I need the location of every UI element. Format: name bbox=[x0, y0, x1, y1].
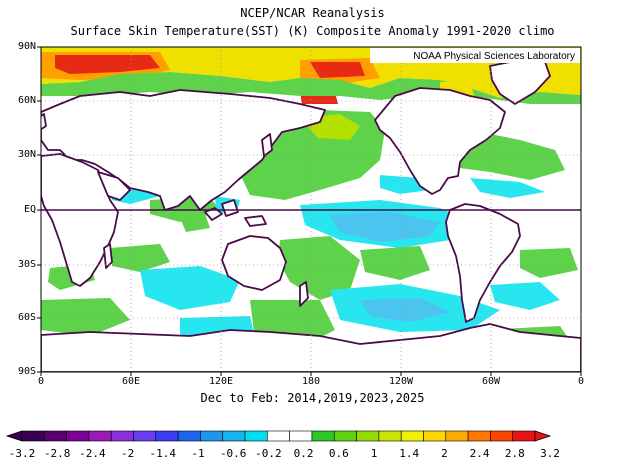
colorbar-swatch bbox=[21, 430, 45, 442]
lat-label-90s: 90S bbox=[17, 366, 36, 377]
colorbar-label: -2.8 bbox=[43, 447, 71, 460]
colorbar-label: 2 bbox=[441, 447, 448, 460]
lat-label-60n: 60N bbox=[17, 95, 36, 106]
north-america bbox=[374, 87, 506, 195]
figure-title: NCEP/NCAR Reanalysis bbox=[240, 6, 385, 20]
colorbar-swatch bbox=[155, 430, 179, 442]
colorbar-swatch bbox=[378, 430, 402, 442]
figure-subtitle: Surface Skin Temperature(SST) (K) Compos… bbox=[70, 24, 555, 38]
colorbar-label: -0.6 bbox=[219, 447, 247, 460]
colorbar-arrow-left bbox=[5, 430, 23, 442]
south-indian-cyan bbox=[140, 266, 240, 310]
colorbar-swatch bbox=[222, 430, 246, 442]
lon-label-0: 0 bbox=[37, 376, 45, 387]
period-label: Dec to Feb: 2014,2019,2023,2025 bbox=[200, 391, 425, 405]
colorbar-swatch bbox=[110, 430, 134, 442]
indian-green-south bbox=[180, 214, 210, 232]
colorbar-swatch bbox=[267, 430, 290, 442]
subtrop-atlantic-cyan bbox=[470, 178, 545, 198]
colorbar-swatch bbox=[244, 430, 268, 442]
madagascar bbox=[103, 243, 113, 269]
arabia bbox=[97, 171, 131, 201]
lon-label-120w: 120W bbox=[388, 376, 414, 387]
credit-box bbox=[370, 48, 580, 63]
colorbar-label: 0.6 bbox=[328, 447, 349, 460]
colorbar-label: -1.4 bbox=[149, 447, 177, 460]
lat-label-60s: 60S bbox=[17, 312, 36, 323]
new-guinea bbox=[244, 215, 267, 227]
south-atlantic-cyan bbox=[490, 282, 560, 310]
credit-text: NOAA Physical Sciences Laboratory bbox=[413, 51, 575, 62]
africa bbox=[41, 153, 119, 287]
colorbar-swatch bbox=[445, 430, 469, 442]
colorbar-arrow-right bbox=[534, 430, 552, 442]
colorbar-swatch bbox=[200, 430, 224, 442]
arctic-red-east bbox=[310, 62, 365, 78]
colorbar-label: -3.2 bbox=[8, 447, 36, 460]
colorbar-swatch bbox=[356, 430, 380, 442]
lon-label-120e: 120E bbox=[208, 376, 234, 387]
colorbar-swatch bbox=[44, 430, 67, 442]
colorbar-swatch bbox=[88, 430, 112, 442]
south-pacific-cyan-core bbox=[360, 298, 450, 322]
tick-marks bbox=[37, 46, 582, 376]
colorbar-swatch bbox=[289, 430, 313, 442]
colorbar-swatch bbox=[333, 430, 357, 442]
new-zealand bbox=[299, 281, 309, 307]
lat-label-eq: EQ bbox=[23, 204, 36, 215]
colorbar-swatch bbox=[311, 430, 335, 442]
colorbar-swatch bbox=[66, 430, 90, 442]
south-america bbox=[445, 203, 521, 323]
colorbar-label: 1 bbox=[370, 447, 378, 460]
colorbar-label: 2.4 bbox=[469, 447, 490, 460]
south-pacific-green bbox=[278, 236, 360, 300]
southern-ocean-green-west bbox=[41, 298, 130, 336]
japan bbox=[261, 133, 273, 157]
equatorial-pacific-core bbox=[330, 212, 440, 242]
lon-label-0-east: 0 bbox=[577, 376, 585, 387]
colorbar-swatch bbox=[512, 430, 536, 442]
colorbar-swatch bbox=[467, 430, 491, 442]
colorbar-label: -2.4 bbox=[79, 447, 106, 460]
south-pacific-green-2 bbox=[360, 246, 430, 280]
lon-label-180: 180 bbox=[301, 376, 321, 387]
uk bbox=[41, 113, 47, 131]
south-atlantic-green bbox=[520, 248, 578, 278]
colorbar-swatch bbox=[490, 430, 513, 442]
colorbar-swatch bbox=[133, 430, 157, 442]
lon-label-60e: 60E bbox=[121, 376, 141, 387]
colorbar-swatch bbox=[177, 430, 201, 442]
arctic-red-west bbox=[55, 55, 160, 74]
borneo bbox=[221, 199, 239, 217]
colorbar-label: 0.2 bbox=[293, 447, 314, 460]
lon-label-60w: 60W bbox=[481, 376, 501, 387]
colorbar-label: -0.2 bbox=[255, 447, 282, 460]
colorbar-label: 1.4 bbox=[399, 447, 420, 460]
lat-label-30s: 30S bbox=[17, 259, 36, 270]
colorbar-swatch bbox=[400, 430, 424, 442]
australia bbox=[221, 235, 287, 291]
lat-label-90n: 90N bbox=[17, 41, 36, 52]
lat-label-30n: 30N bbox=[17, 149, 36, 160]
colorbar-label: 2.8 bbox=[504, 447, 525, 460]
colorbar-label: 3.2 bbox=[540, 447, 560, 460]
colorbar-swatch bbox=[423, 430, 447, 442]
colorbar-label: -2 bbox=[120, 447, 135, 460]
eurasia bbox=[41, 89, 326, 211]
colorbar-label: -1 bbox=[191, 447, 205, 460]
